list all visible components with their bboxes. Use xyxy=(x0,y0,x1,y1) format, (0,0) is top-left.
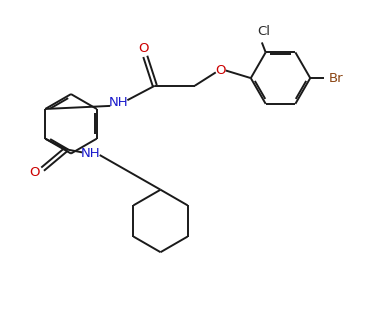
Text: Br: Br xyxy=(329,72,343,84)
Text: O: O xyxy=(30,166,40,180)
Text: O: O xyxy=(215,64,226,77)
Text: Cl: Cl xyxy=(257,25,270,37)
Text: NH: NH xyxy=(109,96,128,109)
Text: NH: NH xyxy=(81,147,101,160)
Text: O: O xyxy=(138,42,149,54)
